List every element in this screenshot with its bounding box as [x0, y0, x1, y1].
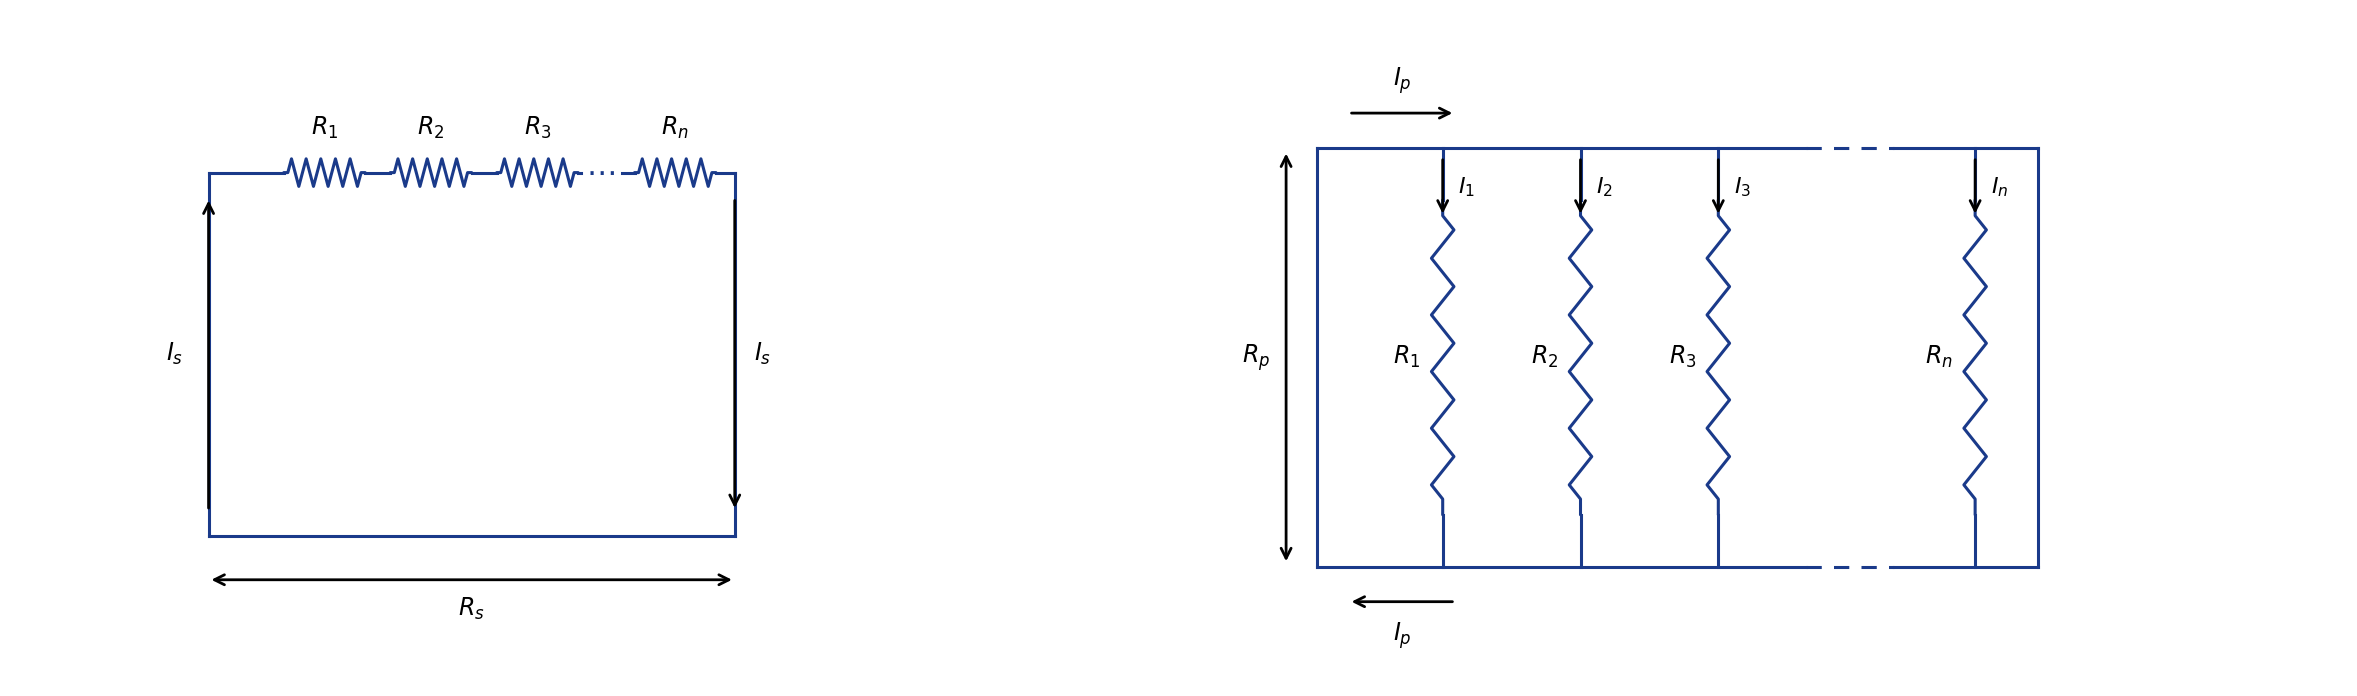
Text: $R_n$: $R_n$: [1926, 345, 1954, 370]
Text: $I_p$: $I_p$: [1393, 65, 1412, 95]
Text: $I_s$: $I_s$: [167, 341, 184, 367]
Text: $R_1$: $R_1$: [311, 115, 337, 141]
Text: $R_1$: $R_1$: [1393, 345, 1421, 370]
Text: $I_s$: $I_s$: [754, 341, 771, 367]
Text: $R_3$: $R_3$: [523, 115, 552, 141]
Text: $R_s$: $R_s$: [457, 595, 486, 622]
Text: $R_n$: $R_n$: [662, 115, 688, 141]
Text: $I_3$: $I_3$: [1735, 175, 1751, 198]
Text: $\cdots$: $\cdots$: [585, 158, 615, 187]
Text: $R_p$: $R_p$: [1242, 342, 1270, 373]
Text: $I_2$: $I_2$: [1596, 175, 1612, 198]
Text: $R_2$: $R_2$: [417, 115, 445, 141]
Text: $I_p$: $I_p$: [1393, 621, 1412, 651]
Text: $I_n$: $I_n$: [1992, 175, 2008, 198]
Text: $I_1$: $I_1$: [1459, 175, 1475, 198]
Text: $R_2$: $R_2$: [1532, 345, 1558, 370]
Text: $R_3$: $R_3$: [1669, 345, 1697, 370]
